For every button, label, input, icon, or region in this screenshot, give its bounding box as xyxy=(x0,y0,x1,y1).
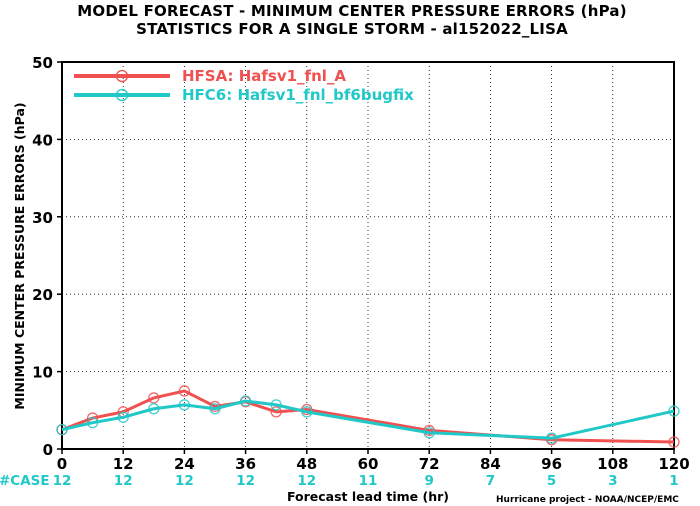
x-tick-label: 84 xyxy=(480,455,501,473)
y-tick-label: 30 xyxy=(32,209,53,227)
x-tick-label: 108 xyxy=(597,455,628,473)
data-point-2 xyxy=(270,399,282,411)
chart-title-line1: MODEL FORECAST - MINIMUM CENTER PRESSURE… xyxy=(77,2,627,20)
y-axis-label: MINIMUM CENTER PRESSURE ERRORS (hPa) xyxy=(12,102,27,409)
data-point-1 xyxy=(668,436,680,448)
y-tick-label: 10 xyxy=(32,364,53,382)
case-count: 9 xyxy=(424,473,433,489)
y-tick-label: 0 xyxy=(43,441,53,459)
case-count: 7 xyxy=(486,473,495,489)
x-axis-label: Forecast lead time (hr) xyxy=(287,489,449,504)
data-point-1 xyxy=(148,392,160,404)
case-label: #CASE xyxy=(0,473,50,489)
legend-marker-2 xyxy=(115,88,129,102)
data-point-2 xyxy=(668,405,680,417)
case-count: 12 xyxy=(53,473,72,489)
legend-label-2: HFC6: Hafsv1_fnl_bf6bugfix xyxy=(182,86,414,104)
data-point-1 xyxy=(270,406,282,418)
data-point-2 xyxy=(178,399,191,411)
case-count: 3 xyxy=(608,473,617,489)
y-tick-label: 40 xyxy=(32,131,53,149)
case-count: 12 xyxy=(175,473,194,489)
case-count: 5 xyxy=(547,473,556,489)
x-tick-label: 36 xyxy=(235,455,256,473)
chart-title-line2: STATISTICS FOR A SINGLE STORM - al152022… xyxy=(136,20,568,38)
x-tick-label: 0 xyxy=(57,455,67,473)
x-tick-label: 48 xyxy=(296,455,317,473)
x-tick-label: 60 xyxy=(358,455,379,473)
y-tick-label: 50 xyxy=(32,54,53,72)
case-count: 12 xyxy=(297,473,316,489)
data-point-2 xyxy=(545,432,558,444)
grid xyxy=(62,62,674,449)
data-point-2 xyxy=(117,411,129,423)
data-point-2 xyxy=(301,406,313,418)
data-point-2 xyxy=(423,427,435,439)
case-count: 12 xyxy=(236,473,255,489)
credit-text: Hurricane project - NOAA/NCEP/EMC xyxy=(496,495,679,505)
x-tick-label: 120 xyxy=(658,455,689,473)
x-tick-label: 96 xyxy=(541,455,562,473)
data-point-2 xyxy=(239,395,252,407)
case-count: 1 xyxy=(669,473,678,489)
y-tick-label: 20 xyxy=(32,286,53,304)
case-count: 12 xyxy=(114,473,133,489)
x-tick-label: 12 xyxy=(113,455,134,473)
x-tick-label: 24 xyxy=(174,455,195,473)
case-counts: 12 12 12 12 12 11 9 7 5 3 1 xyxy=(53,473,679,489)
data-point-2 xyxy=(86,417,99,429)
ticks: 0 12 24 36 48 60 72 84 96 108 120 0 10 20 30 40 50 xyxy=(32,54,690,473)
x-tick-label: 72 xyxy=(419,455,440,473)
case-count: 11 xyxy=(359,473,378,489)
legend-label-1: HFSA: Hafsv1_fnl_A xyxy=(182,67,346,85)
data-point-2 xyxy=(56,423,68,436)
series xyxy=(56,385,680,448)
legend-marker-1 xyxy=(115,69,129,83)
data-point-2 xyxy=(148,403,160,415)
data-point-1 xyxy=(178,385,191,397)
data-point-2 xyxy=(209,403,221,415)
